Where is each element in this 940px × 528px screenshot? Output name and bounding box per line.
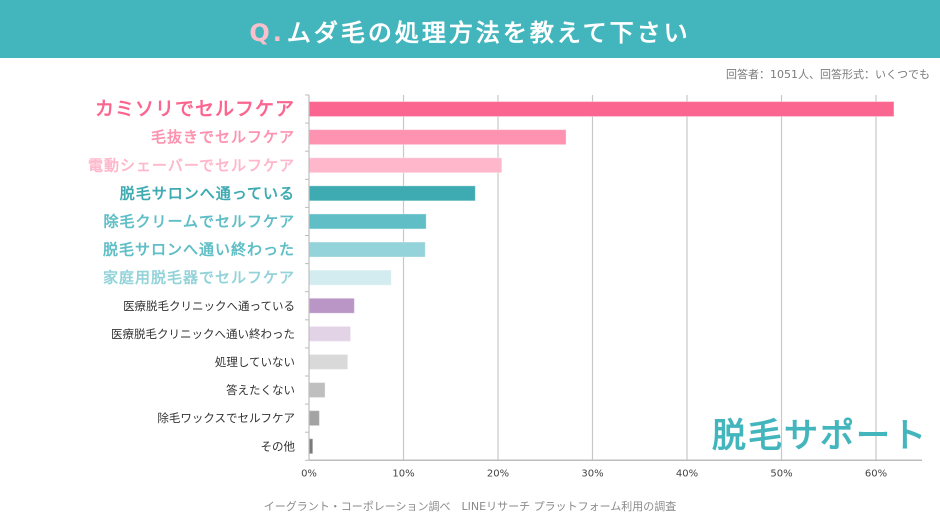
- bar: [308, 353, 349, 370]
- x-tick-label: 30%: [581, 468, 603, 479]
- bar: [308, 241, 426, 258]
- bar: [308, 157, 503, 174]
- axes: [305, 94, 922, 462]
- category-label: 除毛ワックスでセルフケア: [157, 411, 295, 425]
- category-label: 答えたくない: [226, 383, 295, 397]
- x-tick-label: 20%: [487, 468, 509, 479]
- category-label: 医療脱毛クリニックへ通い終わった: [111, 327, 295, 341]
- category-label: 脱毛サロンへ通っている: [120, 184, 295, 202]
- x-tick-labels: 0% 10% 20% 30% 40% 50% 60%: [301, 468, 887, 479]
- chart-title: Q.ムダ毛の処理方法を教えて下さい: [249, 13, 690, 48]
- bar: [308, 297, 355, 314]
- bar: [308, 382, 326, 399]
- bar: [308, 325, 352, 342]
- category-label: 電動シェーバーでセルフケア: [88, 156, 295, 174]
- x-tick-label: 50%: [770, 468, 792, 479]
- gridlines: [402, 95, 877, 461]
- x-tick-label: 10%: [392, 468, 414, 479]
- category-label: その他: [261, 439, 296, 453]
- category-label: 家庭用脱毛器でセルフケア: [103, 269, 295, 287]
- category-label: 除毛クリームでセルフケア: [103, 212, 295, 230]
- source-note: イーグラント・コーポレーション調べ LINEリサーチ プラットフォーム利用の調査: [263, 500, 677, 513]
- category-label: 医療脱毛クリニックへ通っている: [123, 299, 295, 313]
- brand-logo: 脱毛サポート: [712, 416, 928, 456]
- bar: [308, 213, 427, 230]
- respondent-info: 回答者：1051人、回答形式：いくつでも: [726, 68, 930, 81]
- x-tick-label: 0%: [301, 468, 317, 479]
- bar: [308, 129, 567, 146]
- bar: [308, 185, 476, 202]
- category-labels: カミソリでセルフケア毛抜きでセルフケア電動シェーバーでセルフケア脱毛サロンへ通っ…: [88, 98, 295, 453]
- category-label: 処理していない: [215, 355, 295, 369]
- x-tick-label: 40%: [676, 468, 698, 479]
- title-banner: Q.ムダ毛の処理方法を教えて下さい: [0, 0, 940, 58]
- x-tick-label: 60%: [865, 468, 887, 479]
- bar: [308, 101, 895, 118]
- bar: [308, 410, 320, 427]
- bars: [308, 101, 895, 455]
- category-label: 脱毛サロンへ通い終わった: [103, 241, 295, 259]
- question-text: ムダ毛の処理方法を教えて下さい: [286, 19, 691, 47]
- category-label: 毛抜きでセルフケア: [151, 128, 295, 146]
- q-prefix: Q.: [249, 19, 285, 47]
- category-label: カミソリでセルフケア: [95, 98, 295, 120]
- bar: [308, 269, 392, 286]
